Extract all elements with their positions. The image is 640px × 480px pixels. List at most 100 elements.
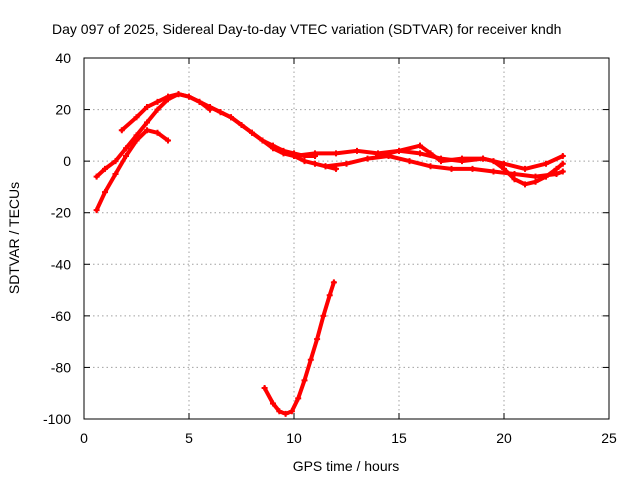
x-tick-label: 25 [601,430,617,446]
data-point [320,312,327,319]
data-point [291,152,297,159]
x-tick-label: 5 [185,430,193,446]
series-line [262,280,336,416]
data-point [144,103,150,110]
y-tick-label: -20 [51,205,71,221]
x-tick-label: 0 [80,430,88,446]
data-point [249,129,255,136]
data-point [469,165,476,172]
data-point [144,127,150,134]
data-point [165,93,171,100]
data-point [396,147,402,154]
data-point [522,181,528,188]
data-point [459,155,465,162]
data-point [312,150,318,157]
data-point [154,106,161,113]
data-point [559,168,566,175]
data-point [196,98,203,105]
data-point [532,178,539,185]
data-point [448,165,455,172]
data-point [93,173,100,180]
data-point [559,152,566,159]
y-tick-label: -80 [51,359,71,375]
data-point [280,150,287,157]
y-tick-label: 0 [63,153,71,169]
data-point [406,158,413,165]
series-line [119,92,317,158]
data-point [522,165,528,172]
data-point [165,137,171,144]
data-point [417,142,423,149]
x-axis-label: GPS time / hours [293,458,400,474]
data-point [270,400,276,407]
plot-grid [84,58,609,419]
data-point [154,129,161,136]
data-point [307,356,314,363]
y-tick-label: -100 [43,411,71,427]
plot-frame [83,57,610,420]
data-point [154,98,161,105]
data-point [326,292,333,299]
x-tick-label: 10 [286,430,302,446]
data-point [270,145,276,152]
data-point [238,122,245,129]
data-point [276,408,283,415]
x-tick-label: 15 [391,430,407,446]
data-point [314,336,321,343]
series-arc-3 [118,91,318,159]
data-point [144,119,150,126]
data-point [93,207,100,214]
data-point [354,147,360,154]
data-point [102,189,108,196]
data-point [553,171,560,178]
series-arc-1 [93,127,171,214]
data-point [480,155,486,162]
data-point [490,168,497,175]
data-point [511,176,518,183]
data-point [133,132,140,139]
data-point [375,152,381,159]
data-point [364,155,371,162]
series-line [208,105,338,171]
data-point [438,158,444,165]
data-point [133,114,140,121]
data-point [217,109,224,116]
y-tick-label: -60 [51,308,71,324]
series-arc-6 [322,152,566,180]
data-point [295,395,302,402]
data-point [282,410,289,417]
series-arc-7 [375,142,566,172]
y-tick-label: 20 [55,102,71,118]
data-point [112,171,119,178]
data-point [123,152,129,159]
data-point [175,91,182,98]
data-point [343,160,350,167]
data-point [118,127,125,134]
data-series [93,91,566,417]
series-line [376,143,565,171]
data-point [301,377,308,384]
data-point [543,160,549,167]
data-point [312,160,318,167]
data-point [532,173,539,180]
data-point [330,279,337,286]
data-point [559,160,566,167]
data-point [259,137,266,144]
y-tick-label: 40 [55,50,71,66]
data-point [186,93,192,100]
data-point [261,385,268,392]
data-point [427,163,434,170]
data-point [322,163,329,170]
data-point [123,145,129,152]
data-point [207,103,213,110]
y-axis-label: SDTVAR / TECUs [6,182,22,294]
data-point [501,160,507,167]
data-point [112,158,119,165]
chart-title: Day 097 of 2025, Sidereal Day-to-day VTE… [52,21,561,37]
data-point [333,150,339,157]
series-line [94,92,212,179]
data-point [427,150,434,157]
series-arc-4 [207,103,339,172]
data-point [102,165,108,172]
